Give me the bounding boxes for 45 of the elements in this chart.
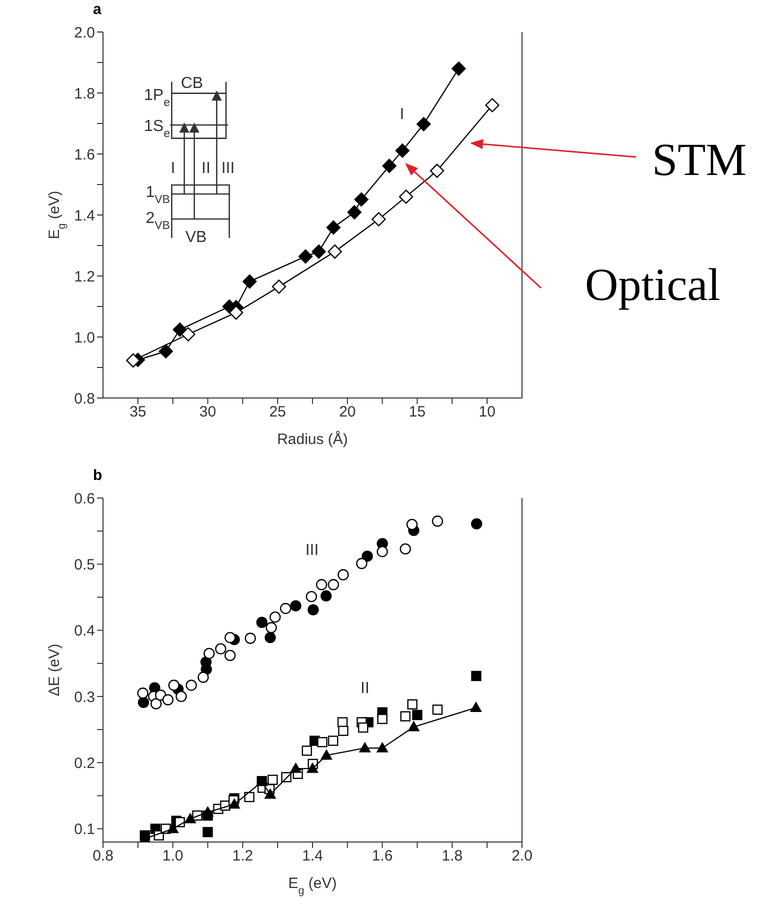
x-axis-title: Radius (Å) [277,430,348,448]
x-axis-title: E$_{g}$ (eV) [288,875,337,897]
annotation: II [202,160,210,177]
annotation: 1$_{VB}$ [146,184,170,206]
x-tick-label: 0.8 [92,848,114,865]
x-tick-label: 1.6 [372,848,393,865]
x-tick-label: 25 [269,404,286,421]
y-tick-label: 0.4 [74,622,95,640]
x-tick-label: 1.8 [442,848,463,865]
y-tick-label: 1.4 [74,207,95,224]
x-tick-label: 1.2 [232,848,254,865]
y-tick-label: 0.5 [74,556,95,574]
annotation: 1P$_{e}$ [144,87,170,109]
x-tick-label: 35 [130,404,146,421]
y-tick-label: 2.0 [74,24,95,42]
y-tick-label: 0.1 [74,821,95,838]
chart-title: a [93,1,102,18]
y-tick-label: 1.8 [74,85,95,102]
x-tick-label: 1.4 [302,848,323,865]
annotation: I [170,160,176,177]
text: STM [652,134,747,185]
annotation: I [400,106,404,123]
annotation: III [305,542,319,559]
y-tick-label: 0.3 [74,688,95,706]
x-tick-label: 10 [478,404,496,421]
annotation: 2$_{VB}$ [146,210,170,232]
x-tick-label: 30 [199,404,216,421]
annotation: III [221,160,235,177]
y-tick-label: 1.6 [74,146,95,164]
annotation: 1S$_{e}$ [144,118,170,140]
annotation: CB [180,75,204,92]
x-tick-label: 15 [408,404,426,421]
annotation: II [360,680,370,697]
y-tick-label: 0.6 [74,490,95,508]
x-tick-label: 20 [339,404,356,421]
y-tick-label: 1.2 [74,268,95,286]
chart-title: b [93,467,102,484]
x-tick-label: 1.0 [162,848,184,865]
text: Optical [585,259,720,310]
y-axis-title: ΔE (eV) [46,644,63,696]
y-tick-label: 1.0 [74,329,95,346]
x-tick-label: 2.0 [512,848,532,865]
y-tick-label: 0.2 [74,754,95,772]
y-tick-label: 0.8 [74,390,95,408]
annotation: VB [185,229,207,246]
